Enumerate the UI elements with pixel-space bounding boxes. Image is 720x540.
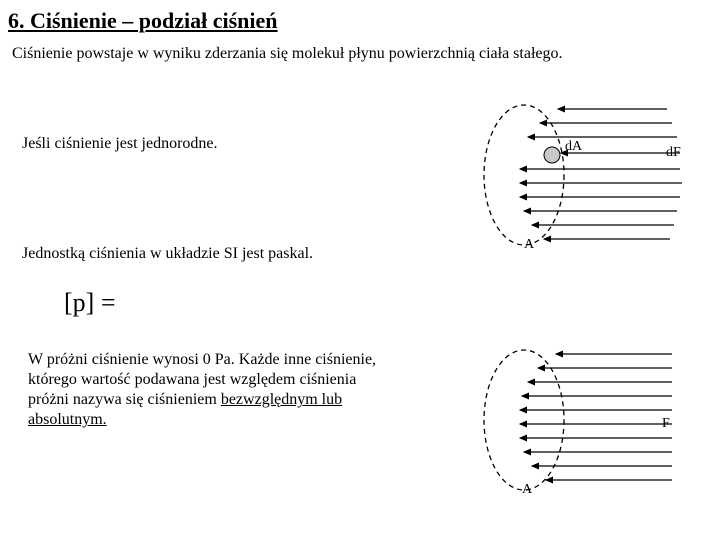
dA-label: dA bbox=[565, 139, 582, 155]
diagram-bottom-svg bbox=[462, 340, 692, 500]
uniform-pressure-figure: F A bbox=[462, 340, 692, 500]
dF-label: dF bbox=[666, 145, 681, 161]
A-label-top: A bbox=[524, 237, 534, 253]
intro-paragraph: Ciśnienie powstaje w wyniku zderzania si… bbox=[0, 34, 720, 64]
slide-heading: 6. Ciśnienie – podział ciśnień bbox=[0, 0, 720, 34]
F-label: F bbox=[662, 416, 670, 432]
diagram-top-svg bbox=[462, 95, 692, 255]
absolute-pressure-paragraph: W próżni ciśnienie wynosi 0 Pa. Każde in… bbox=[0, 318, 400, 430]
differential-pressure-figure: dA dF A bbox=[462, 95, 692, 255]
A-label-bottom: A bbox=[522, 482, 532, 498]
pressure-unit-equation: [p] = bbox=[0, 264, 720, 318]
